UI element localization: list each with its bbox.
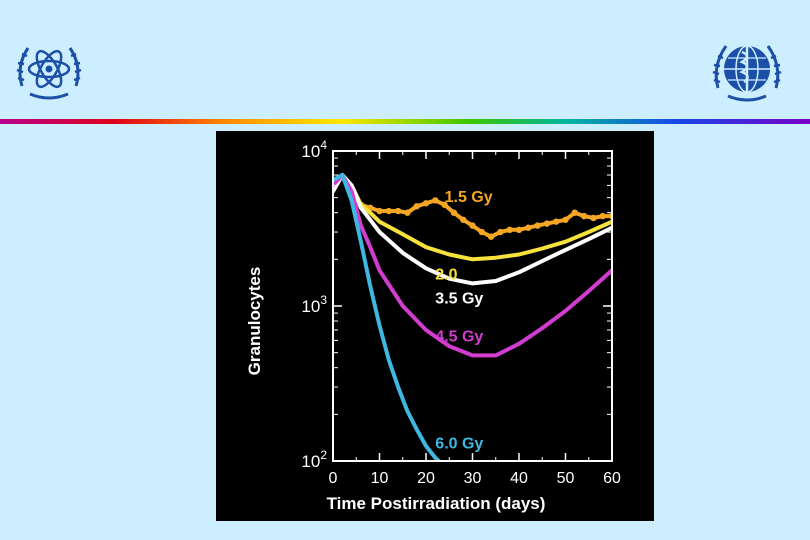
series-group — [333, 173, 442, 461]
series-line — [333, 173, 612, 358]
data-point — [432, 197, 439, 204]
y-axis-title: Granulocytes — [245, 267, 264, 376]
x-tick-label: 50 — [557, 470, 575, 487]
series-label: 4.5 Gy — [435, 329, 483, 346]
ticks-layer: 0 10 20 30 40 50 60 102 103 104 — [301, 138, 621, 487]
x-axis-title: Time Postirradiation (days) — [327, 494, 546, 513]
data-point — [487, 233, 495, 240]
x-tick-label: 60 — [603, 470, 621, 487]
series-group — [333, 173, 612, 286]
data-point — [543, 220, 551, 227]
data-point — [534, 222, 541, 229]
data-point — [413, 203, 420, 210]
data-point — [562, 216, 569, 223]
data-point — [515, 226, 523, 234]
data-point — [460, 216, 467, 223]
data-point — [571, 209, 578, 216]
data-point — [497, 228, 504, 236]
y-tick-label: 102 — [301, 448, 327, 471]
data-point — [478, 228, 485, 236]
series-line — [333, 173, 612, 286]
data-point — [525, 224, 532, 231]
data-point — [385, 207, 392, 215]
granulocyte-chart: 0 10 20 30 40 50 60 102 103 104 1.5 Gy 2.0 3.5 Gy 4.… — [216, 131, 654, 521]
data-point — [450, 209, 458, 216]
x-tick-label: 40 — [510, 470, 528, 487]
data-point — [599, 212, 606, 220]
series-layer — [333, 173, 612, 461]
data-point — [580, 212, 588, 220]
data-point — [469, 222, 476, 229]
x-tick-label: 20 — [417, 470, 435, 487]
data-point — [553, 218, 560, 225]
series-label: 3.5 Gy — [435, 290, 483, 307]
x-tick-label: 30 — [464, 470, 482, 487]
rainbow-divider — [0, 119, 810, 124]
y-tick-label: 104 — [301, 138, 327, 161]
x-tick-label: 0 — [329, 470, 338, 487]
chart-svg: 0 10 20 30 40 50 60 102 103 104 1.5 Gy 2.0 3.5 Gy 4.… — [245, 138, 621, 513]
data-point — [376, 207, 383, 215]
y-tick-label: 103 — [301, 293, 327, 316]
series-label: 1.5 Gy — [445, 189, 493, 206]
data-point — [394, 207, 402, 215]
globe-emblem-icon — [706, 36, 788, 106]
series-group — [333, 173, 612, 358]
series-label: 6.0 Gy — [435, 436, 483, 453]
series-label: 2.0 — [435, 267, 457, 284]
atom-emblem-icon — [8, 36, 90, 106]
series-line — [333, 173, 442, 461]
data-point — [441, 201, 448, 208]
x-tick-label: 10 — [371, 470, 389, 487]
labels-layer: 1.5 Gy 2.0 3.5 Gy 4.5 Gy 6.0 Gy — [435, 189, 492, 453]
data-point — [506, 226, 513, 234]
data-point — [422, 200, 430, 207]
data-point — [404, 209, 411, 216]
series-group — [333, 173, 612, 240]
data-point — [590, 214, 597, 222]
